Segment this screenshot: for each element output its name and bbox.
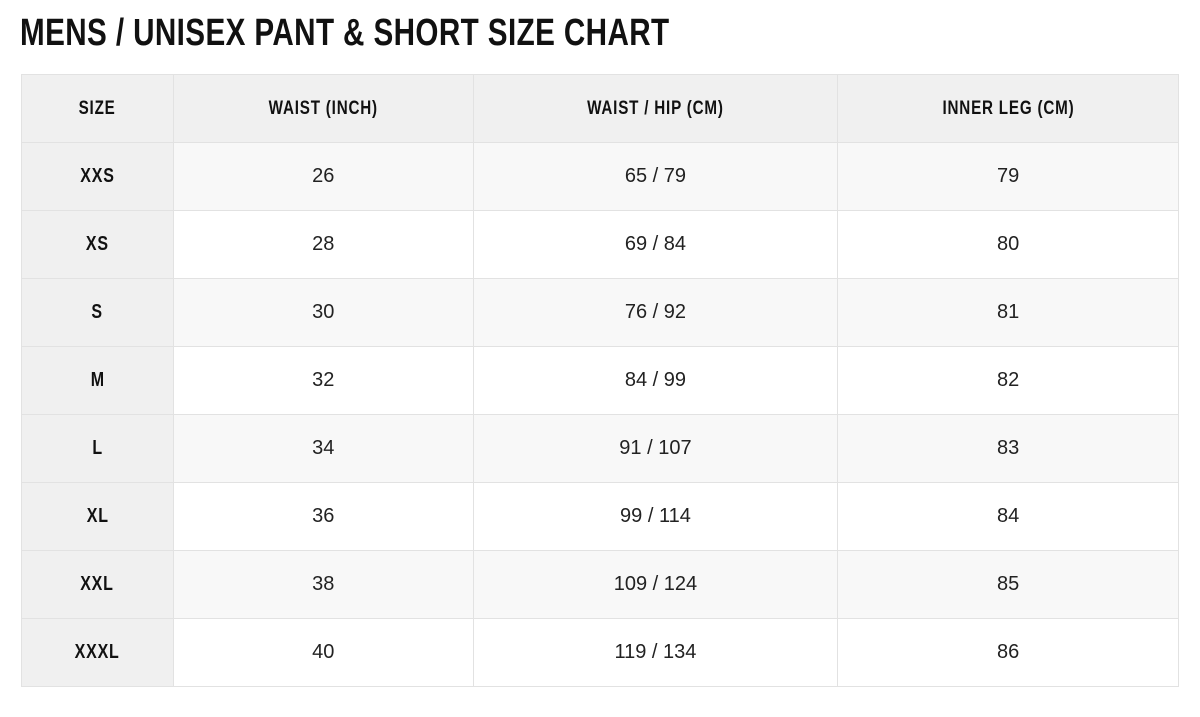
table-row: XXXL 40 119 / 134 86: [21, 618, 1179, 687]
cell-size: XXXL: [21, 618, 174, 687]
header-size: SIZE: [21, 74, 174, 143]
cell-inner-leg-cm: 83: [837, 414, 1179, 483]
cell-waist-inch: 34: [172, 414, 474, 483]
cell-waist-inch: 36: [172, 482, 474, 551]
header-label: INNER LEG (CM): [942, 97, 1075, 119]
size-label: XS: [85, 233, 109, 255]
cell-waist-inch: 28: [172, 210, 474, 279]
cell-inner-leg-cm: 81: [837, 278, 1179, 347]
cell-size: XXS: [21, 142, 174, 211]
cell-waist-hip-cm: 109 / 124: [472, 550, 839, 619]
table-row: L 34 91 / 107 83: [21, 414, 1179, 483]
table-row: XXS 26 65 / 79 79: [21, 142, 1179, 211]
cell-waist-hip-cm: 119 / 134: [472, 618, 839, 687]
cell-waist-hip-cm: 91 / 107: [472, 414, 839, 483]
cell-size: M: [21, 346, 174, 415]
table-row: M 32 84 / 99 82: [21, 346, 1179, 415]
cell-waist-inch: 38: [172, 550, 474, 619]
header-waist-inch: WAIST (INCH): [172, 74, 474, 143]
cell-waist-hip-cm: 84 / 99: [472, 346, 839, 415]
header-label: WAIST (INCH): [268, 97, 378, 119]
header-inner-leg-cm: INNER LEG (CM): [837, 74, 1179, 143]
cell-waist-inch: 40: [172, 618, 474, 687]
cell-waist-hip-cm: 65 / 79: [472, 142, 839, 211]
header-label: WAIST / HIP (CM): [587, 97, 724, 119]
header-waist-hip-cm: WAIST / HIP (CM): [472, 74, 839, 143]
size-label: L: [92, 437, 103, 459]
header-label: SIZE: [78, 97, 116, 119]
cell-size: L: [21, 414, 174, 483]
cell-inner-leg-cm: 85: [837, 550, 1179, 619]
cell-inner-leg-cm: 86: [837, 618, 1179, 687]
size-label: XXS: [80, 165, 115, 187]
size-label: XL: [86, 505, 109, 527]
table-row: S 30 76 / 92 81: [21, 278, 1179, 347]
cell-waist-inch: 30: [172, 278, 474, 347]
cell-inner-leg-cm: 84: [837, 482, 1179, 551]
cell-waist-hip-cm: 99 / 114: [472, 482, 839, 551]
header-row: SIZE WAIST (INCH) WAIST / HIP (CM) INNER…: [21, 74, 1179, 143]
size-label: XXXL: [74, 641, 120, 663]
cell-inner-leg-cm: 79: [837, 142, 1179, 211]
cell-waist-inch: 26: [172, 142, 474, 211]
cell-waist-hip-cm: 69 / 84: [472, 210, 839, 279]
size-label: S: [91, 301, 104, 323]
cell-inner-leg-cm: 82: [837, 346, 1179, 415]
cell-waist-inch: 32: [172, 346, 474, 415]
cell-size: XS: [21, 210, 174, 279]
cell-size: XXL: [21, 550, 174, 619]
cell-inner-leg-cm: 80: [837, 210, 1179, 279]
size-label: M: [90, 369, 105, 391]
table-row: XL 36 99 / 114 84: [21, 482, 1179, 551]
size-chart-table: SIZE WAIST (INCH) WAIST / HIP (CM) INNER…: [21, 74, 1179, 687]
size-label: XXL: [80, 573, 115, 595]
cell-size: XL: [21, 482, 174, 551]
table-body: XXS 26 65 / 79 79 XS 28 69 / 84 80 S 30 76 / 92 81 M…: [21, 142, 1179, 687]
page-title: MENS / UNISEX PANT & SHORT SIZE CHART: [20, 12, 670, 54]
table-row: XXL 38 109 / 124 85: [21, 550, 1179, 619]
cell-size: S: [21, 278, 174, 347]
table-row: XS 28 69 / 84 80: [21, 210, 1179, 279]
cell-waist-hip-cm: 76 / 92: [472, 278, 839, 347]
